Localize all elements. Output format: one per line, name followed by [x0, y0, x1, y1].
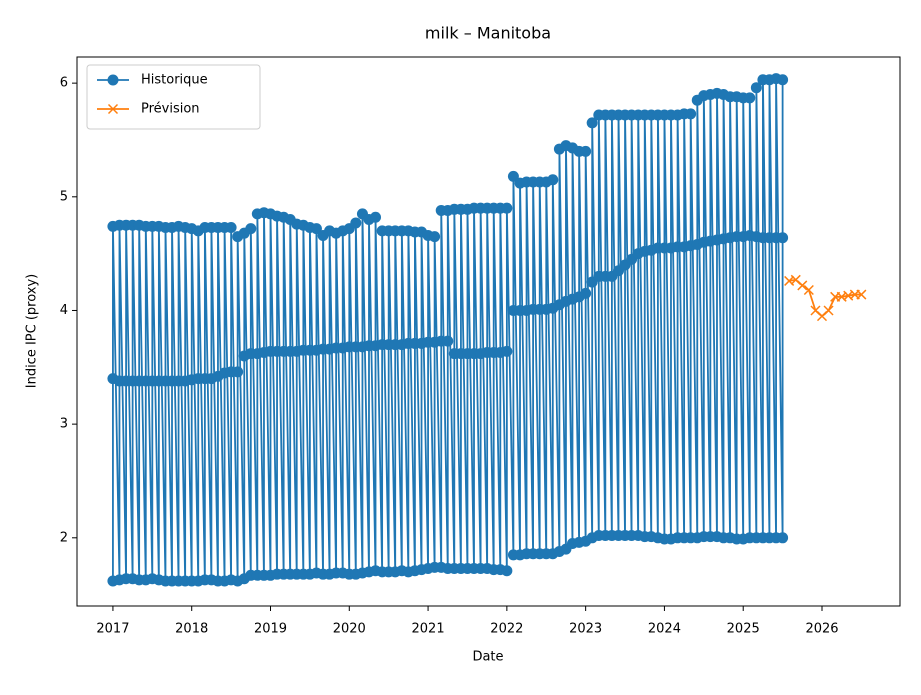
data-point [429, 231, 441, 243]
data-point [750, 82, 762, 94]
data-point [685, 108, 697, 120]
y-tick-label: 3 [60, 417, 68, 432]
x-tick-label: 2024 [648, 622, 681, 637]
x-tick-label: 2026 [805, 622, 838, 637]
x-axis-label: Date [472, 650, 503, 665]
data-point [370, 211, 382, 223]
y-tick-label: 2 [60, 530, 68, 545]
legend-box [86, 64, 261, 130]
data-point [797, 280, 808, 291]
data-point [777, 232, 789, 244]
legend-marker [107, 103, 119, 115]
plot-frame [76, 56, 901, 607]
y-tick-label: 6 [60, 76, 68, 91]
data-point [350, 217, 362, 229]
data-point [225, 221, 237, 233]
data-point [777, 74, 789, 86]
y-axis-label: Indice IPC (proxy) [25, 274, 40, 389]
data-point [501, 345, 513, 357]
data-point [803, 284, 814, 296]
x-tick-label: 2018 [175, 622, 208, 637]
legend-marker [107, 74, 119, 86]
data-point [547, 174, 559, 186]
y-tick-label: 5 [60, 189, 68, 204]
x-tick-label: 2021 [412, 622, 445, 637]
plot-area [107, 73, 867, 587]
data-point [580, 145, 592, 157]
x-tick-label: 2025 [727, 622, 760, 637]
x-tick-label: 2017 [96, 622, 129, 637]
chart-title: milk – Manitoba [425, 24, 551, 43]
x-tick-label: 2022 [490, 622, 523, 637]
data-point [580, 287, 592, 299]
data-point [501, 202, 513, 214]
data-point [501, 565, 513, 577]
data-point [744, 92, 756, 104]
data-point [777, 532, 789, 544]
data-point [442, 335, 454, 347]
data-point [856, 289, 867, 300]
y-tick-label: 4 [60, 303, 68, 318]
x-tick-label: 2019 [254, 622, 287, 637]
data-point [823, 305, 834, 316]
data-point [310, 223, 322, 235]
data-point [245, 223, 257, 235]
x-tick-label: 2020 [333, 622, 366, 637]
legend-label: Prévision [141, 102, 200, 117]
data-point [507, 170, 519, 182]
data-point [232, 366, 244, 378]
x-tick-label: 2023 [569, 622, 602, 637]
legend-label: Historique [141, 73, 208, 88]
data-point [586, 117, 598, 129]
